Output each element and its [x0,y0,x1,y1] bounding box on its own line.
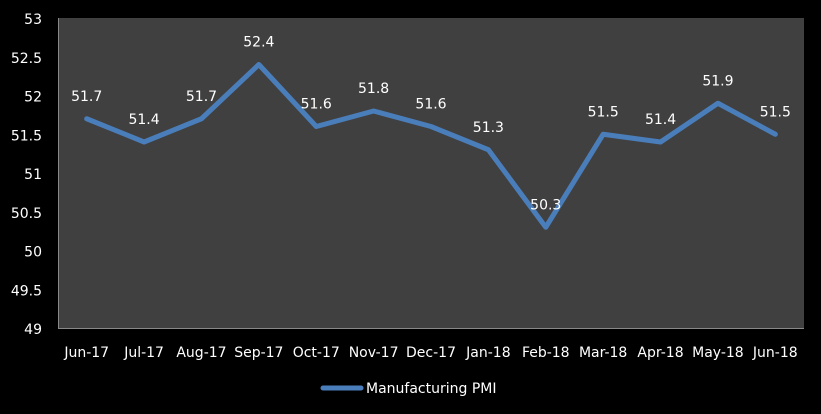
x-tick-label: Jun-18 [752,345,798,361]
legend-label: Manufacturing PMI [366,381,496,397]
x-tick-label: Nov-17 [349,345,399,361]
y-tick-label: 52 [24,90,42,106]
y-tick-label: 51.5 [11,128,42,144]
x-tick-label: Feb-18 [522,345,570,361]
data-label: 51.7 [71,89,102,105]
y-tick-label: 49 [24,322,42,338]
data-label: 52.4 [243,35,274,51]
data-label: 51.7 [186,89,217,105]
x-tick-label: Mar-18 [579,345,627,361]
data-label: 51.3 [473,120,504,136]
data-label: 50.3 [530,197,561,213]
y-tick-label: 52.5 [11,51,42,67]
y-tick-label: 51 [24,167,42,183]
legend: Manufacturing PMI [323,381,496,397]
data-label: 51.9 [702,73,733,89]
plot-area [58,18,804,328]
y-tick-label: 49.5 [11,283,42,299]
data-label: 51.5 [588,104,619,120]
data-label: 51.4 [128,112,159,128]
x-tick-label: Dec-17 [406,345,456,361]
data-label: 51.5 [760,104,791,120]
x-tick-label: May-18 [692,345,744,361]
x-tick-label: Jun-17 [63,345,109,361]
y-tick-label: 53 [24,12,42,28]
data-label: 51.8 [358,81,389,97]
x-tick-label: Jul-17 [123,345,164,361]
data-label: 51.4 [645,112,676,128]
y-tick-label: 50 [24,245,42,261]
x-tick-label: Sep-17 [234,345,283,361]
data-label: 51.6 [415,97,446,113]
data-label: 51.6 [301,97,332,113]
x-tick-label: Apr-18 [637,345,683,361]
x-tick-label: Aug-17 [176,345,226,361]
x-tick-label: Oct-17 [293,345,340,361]
y-tick-label: 50.5 [11,206,42,222]
x-tick-label: Jan-18 [465,345,510,361]
